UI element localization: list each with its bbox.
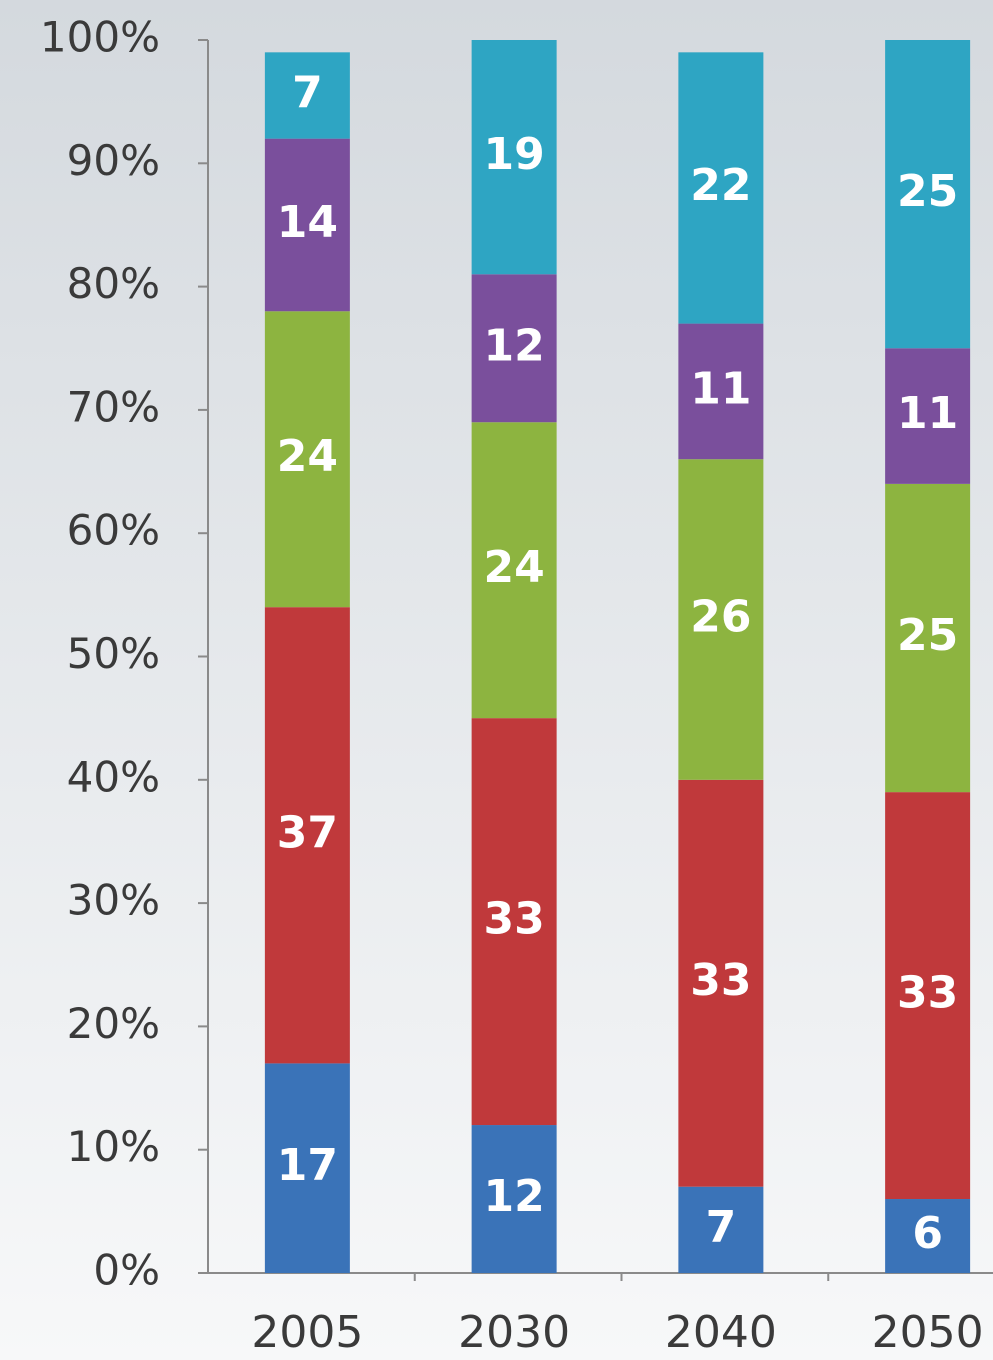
bar-segment [264, 607, 350, 1064]
value-label: 17 [277, 1140, 338, 1191]
value-label: 6 [912, 1208, 943, 1259]
value-label: 33 [897, 968, 958, 1019]
y-tick-label: 20% [67, 999, 160, 1048]
y-tick-label: 10% [67, 1122, 160, 1171]
x-tick-label: 2030 [458, 1307, 570, 1358]
value-label: 25 [897, 610, 958, 661]
x-tick-label: 2005 [251, 1307, 363, 1358]
x-tick-label: 2050 [872, 1307, 984, 1358]
bar-segment [471, 40, 557, 275]
y-tick-label: 100% [40, 13, 160, 62]
bar-segment [885, 483, 971, 793]
value-label: 14 [277, 197, 338, 248]
y-tick-label: 0% [93, 1246, 160, 1295]
value-label: 22 [690, 160, 751, 211]
value-label: 12 [484, 1171, 545, 1222]
value-label: 37 [277, 807, 338, 858]
bar-segment [264, 52, 350, 139]
bar-segment [678, 779, 764, 1187]
y-tick-label: 30% [67, 876, 160, 925]
value-label: 11 [897, 388, 958, 439]
bar-segment [264, 138, 350, 312]
value-label: 19 [484, 129, 545, 180]
bar-segment [678, 323, 764, 460]
value-label: 33 [484, 894, 545, 945]
value-label: 7 [706, 1202, 737, 1253]
y-tick-label: 70% [67, 382, 160, 431]
value-label: 11 [690, 363, 751, 414]
bar-segment [471, 1125, 557, 1273]
bar-segment [264, 311, 350, 608]
value-label: 33 [690, 955, 751, 1006]
y-tick-label: 80% [67, 259, 160, 308]
y-tick-label: 90% [67, 136, 160, 185]
bar-segment [471, 718, 557, 1126]
y-tick-label: 40% [67, 752, 160, 801]
bar-segment [885, 40, 971, 349]
bar-segment [885, 792, 971, 1200]
bar-segment [885, 1199, 971, 1273]
value-label: 24 [484, 542, 545, 593]
y-tick-label: 60% [67, 506, 160, 555]
bar-segment [471, 274, 557, 423]
bar-segment [264, 1063, 350, 1273]
value-label: 26 [690, 592, 751, 643]
bar-segment [885, 348, 971, 484]
value-label: 24 [277, 431, 338, 482]
value-label: 12 [484, 320, 545, 371]
bar-segment [471, 422, 557, 719]
bar-segment [678, 1186, 764, 1273]
bar-segment [678, 459, 764, 780]
value-label: 25 [897, 166, 958, 217]
value-label: 7 [292, 67, 323, 118]
y-tick-label: 50% [67, 629, 160, 678]
bar-segment [678, 52, 764, 324]
x-tick-label: 2040 [665, 1307, 777, 1358]
